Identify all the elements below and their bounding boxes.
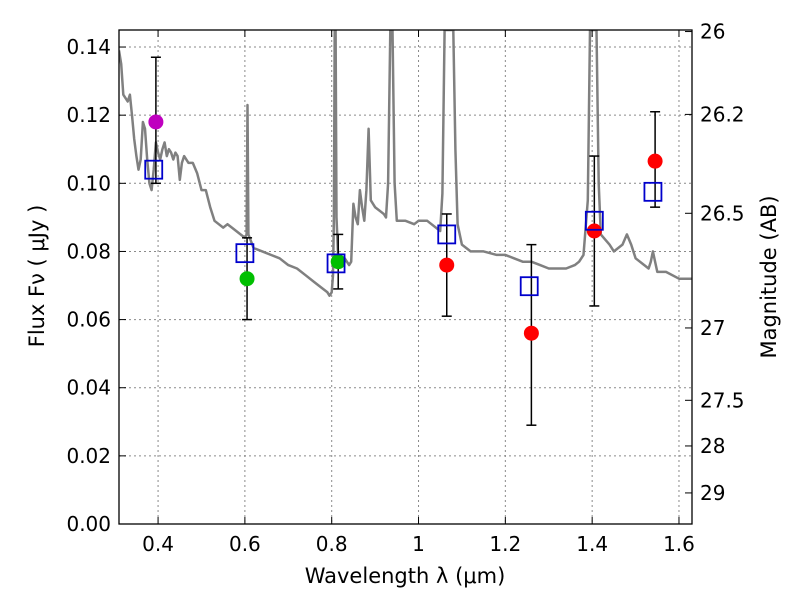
y-tick-label: 0.06 [66,308,111,332]
x-tick-label: 0.4 [142,532,174,556]
model-point [235,243,255,264]
plot-frame [118,29,693,525]
y-tick-label: 0.12 [66,103,111,127]
axis-ticks [119,30,692,525]
magnitude-tick-label: 26 [700,20,725,44]
model-spectrum-line [119,30,692,297]
model-point [437,224,457,245]
magnitude-tick-label: 27.5 [700,388,745,412]
x-tick-labels: 0.4 0.6 0.8 1 1.2 1.4 1.6 [142,532,695,556]
x-tick-label: 1.2 [489,532,521,556]
observed-point [439,257,455,273]
magnitude-tick-label: 26.5 [700,201,745,225]
observed-point [523,325,539,341]
observed-point [647,153,663,169]
plot-area [119,30,692,426]
y-tick-label: 0.04 [66,376,111,400]
model-point [144,159,164,180]
x-tick-label: 0.8 [316,532,348,556]
x-tick-label: 1.4 [576,532,608,556]
model-point [519,276,539,297]
model-point [643,181,663,202]
x-tick-label: 1 [412,532,425,556]
x-tick-label: 1.6 [663,532,695,556]
y-tick-label: 0.00 [66,512,111,536]
y-tick-labels: 0.00 0.02 0.04 0.06 0.08 0.10 0.12 0.14 [66,35,111,536]
magnitude-tick-label: 26.2 [700,102,745,126]
magnitude-tick-label: 28 [700,434,725,458]
y-tick-label: 0.10 [66,171,111,195]
observed-point [148,114,164,130]
observed-point [330,254,346,270]
magnitude-tick-labels: 26 26.2 26.5 27 27.5 28 29 [700,20,745,505]
observed-point [586,223,602,239]
y-tick-label: 0.02 [66,444,111,468]
y-tick-label: 0.08 [66,239,111,263]
model-point [584,210,604,231]
observed-point [239,271,255,287]
observed-points [148,114,663,341]
y-tick-label: 0.14 [66,35,111,59]
magnitude-tick-label: 27 [700,316,725,340]
y-axis-right-label: Magnitude (AB) [757,195,781,358]
x-tick-label: 0.6 [229,532,261,556]
magnitude-tick-label: 29 [700,481,725,505]
model-point [326,253,346,274]
model-points [144,159,663,297]
grid-lines [119,30,692,524]
y-axis-label: Flux Fν ( μJy ) [25,205,49,348]
x-axis-label: Wavelength λ (μm) [305,564,506,588]
